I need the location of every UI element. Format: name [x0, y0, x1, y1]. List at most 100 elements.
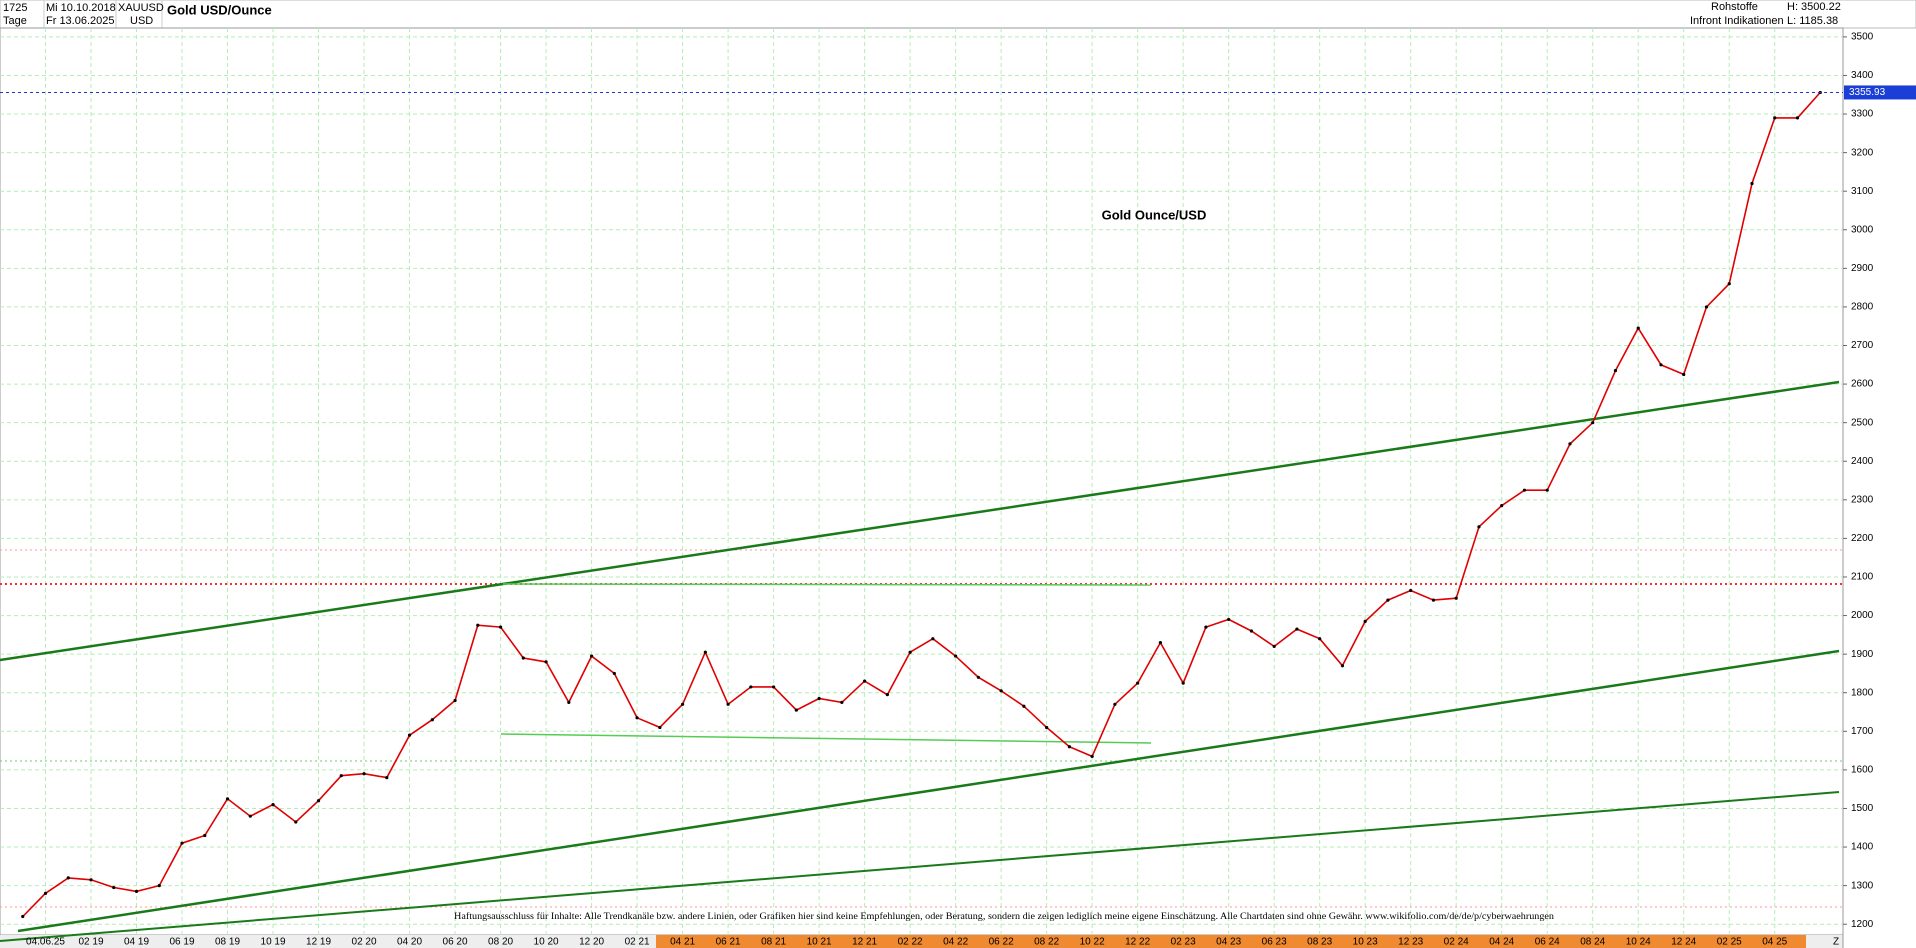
price-point	[1773, 116, 1777, 120]
price-point	[1477, 525, 1481, 529]
price-point	[1386, 598, 1390, 602]
price-point	[1704, 305, 1709, 309]
y-tick-label: 2000	[1851, 610, 1874, 621]
header-bar	[0, 0, 1916, 29]
price-point	[21, 914, 25, 919]
x-tick-label: 12 23	[1398, 937, 1423, 948]
price-point	[1295, 627, 1299, 631]
price-point	[703, 650, 707, 654]
x-tick-label: 04 20	[397, 937, 422, 948]
price-point	[1795, 116, 1800, 120]
x-tick-label: 02 22	[898, 937, 923, 948]
x-tick-label: 02 21	[625, 937, 650, 948]
y-tick-label: 2700	[1851, 340, 1874, 351]
trend-line	[0, 380, 1840, 662]
price-point	[567, 700, 571, 704]
grid	[0, 28, 1843, 935]
y-tick-label: 3400	[1851, 70, 1874, 81]
price-point	[1431, 598, 1436, 602]
price-point	[1750, 181, 1754, 186]
y-tick-label: 1200	[1851, 919, 1874, 930]
price-point	[1613, 368, 1618, 373]
price-point	[1340, 664, 1345, 668]
x-tick-label: 12 19	[306, 937, 331, 948]
y-tick-label: 3000	[1851, 224, 1874, 235]
x-tick-label: 10 20	[534, 937, 559, 948]
x-tick-label: 04 24	[1489, 937, 1514, 948]
x-tick-label: 02 24	[1444, 937, 1469, 948]
axis-end: Z	[1833, 937, 1839, 948]
y-tick-label: 2800	[1851, 302, 1874, 313]
price-point	[1022, 704, 1026, 708]
x-tick-label: 12 22	[1125, 937, 1150, 948]
price-point	[1067, 745, 1071, 749]
price-point	[43, 891, 48, 895]
x-tick-label: 02 20	[352, 937, 377, 948]
annotation: Gold Ounce/USD	[1102, 207, 1207, 222]
price-point	[908, 650, 912, 654]
price-point	[1249, 629, 1254, 633]
y-tick-label: 1900	[1851, 649, 1874, 660]
price-point	[544, 660, 548, 664]
y-tick-label: 3500	[1851, 32, 1874, 43]
price-point	[840, 700, 844, 704]
plot-area	[0, 27, 1844, 936]
price-point	[112, 885, 116, 890]
disclaimer: Haftungsausschluss für Inhalte: Alle Tre…	[454, 911, 1555, 921]
price-point	[1045, 725, 1049, 730]
x-tick-label: 06 19	[170, 937, 195, 948]
price-point	[589, 654, 594, 658]
price-point	[294, 820, 298, 824]
trend-line	[17, 649, 1840, 933]
y-tick-label: 2400	[1851, 456, 1874, 467]
price-point	[1113, 702, 1117, 706]
trend-line	[502, 583, 1152, 586]
price-point	[885, 693, 889, 697]
x-tick-label: 08 22	[1034, 937, 1059, 948]
price-point	[680, 702, 685, 706]
price-point	[362, 772, 366, 776]
end-date: Fr 13.06.2025	[46, 15, 115, 27]
source: Infront Indikationen	[1690, 15, 1784, 27]
price-point	[157, 884, 161, 888]
x-tick-label: 10 24	[1626, 937, 1651, 948]
price-point	[1318, 637, 1322, 641]
y-tick-label: 3200	[1851, 147, 1874, 158]
price-point	[635, 716, 639, 720]
x-tick-label: 12 20	[579, 937, 604, 948]
price-point	[1568, 442, 1572, 446]
x-tick-label: 02 19	[78, 937, 103, 948]
x-tick-label: 02 23	[1171, 937, 1196, 948]
y-tick-label: 1800	[1851, 687, 1874, 698]
price-point	[1090, 754, 1094, 758]
price-point	[1272, 644, 1276, 649]
high: H: 3500.22	[1787, 1, 1841, 13]
title: Gold USD/Ounce	[167, 2, 272, 17]
price-point	[248, 814, 252, 818]
price-point	[1158, 640, 1163, 645]
y-tick-label: 3300	[1851, 109, 1874, 120]
y-tick-label: 1300	[1851, 880, 1874, 891]
x-tick-label: 06 23	[1262, 937, 1287, 948]
price-point	[1591, 421, 1595, 425]
x-tick-label: 04 23	[1216, 937, 1241, 948]
price-point	[271, 803, 275, 807]
price-point	[954, 654, 958, 658]
y-tick-label: 1400	[1851, 842, 1874, 853]
low: L: 1185.38	[1787, 15, 1838, 27]
price-point	[1204, 625, 1208, 629]
price-point	[1181, 681, 1185, 685]
x-tick-label: 12 24	[1671, 937, 1696, 948]
symbol: XAUUSD	[118, 2, 164, 14]
y-tick-label: 1700	[1851, 726, 1874, 737]
price-point	[430, 718, 434, 722]
trend-lines	[0, 380, 1840, 942]
x-tick-label: 10 23	[1353, 937, 1378, 948]
price-point	[749, 685, 753, 689]
price-point	[89, 878, 93, 882]
start-date: Mi 10.10.2018	[46, 2, 116, 14]
x-tick-label: 04 19	[124, 937, 149, 948]
x-tick-label: 04 22	[943, 937, 968, 948]
price-point	[476, 623, 480, 627]
